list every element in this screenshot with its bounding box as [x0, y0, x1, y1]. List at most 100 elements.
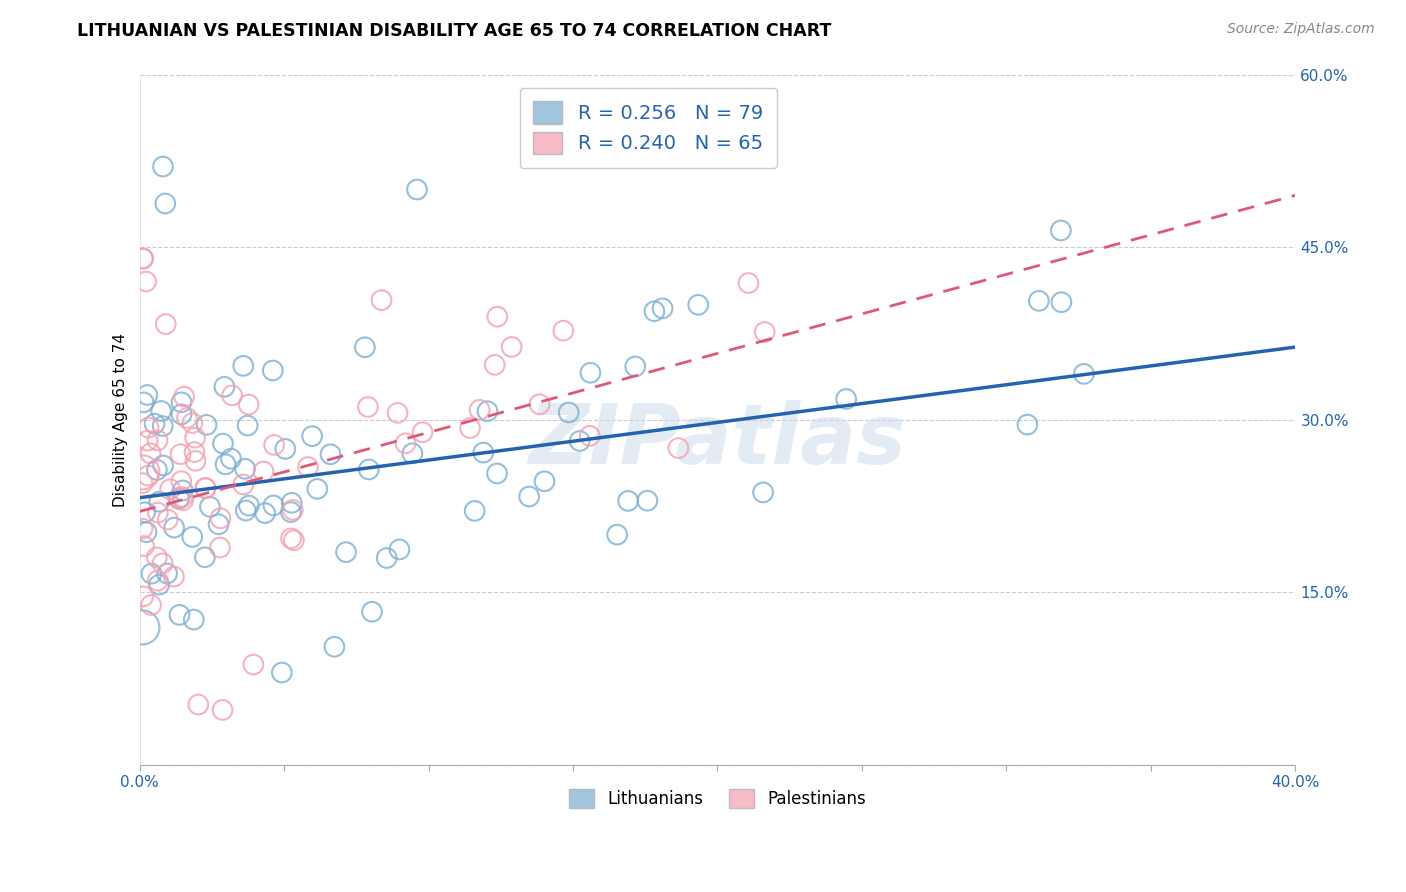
Point	[361, 605, 384, 619]
Point	[472, 445, 495, 459]
Point	[737, 276, 759, 290]
Point	[170, 407, 193, 421]
Point	[156, 566, 179, 581]
Point	[401, 446, 423, 460]
Point	[131, 476, 153, 491]
Point	[406, 182, 429, 196]
Point	[297, 460, 319, 475]
Point	[146, 434, 169, 448]
Point	[517, 490, 540, 504]
Point	[458, 421, 481, 435]
Point	[135, 275, 157, 289]
Point	[198, 500, 221, 514]
Point	[181, 530, 204, 544]
Point	[1073, 367, 1095, 381]
Point	[370, 293, 392, 307]
Point	[148, 577, 170, 591]
Point	[159, 482, 181, 496]
Point	[412, 425, 434, 440]
Point	[146, 574, 169, 588]
Point	[252, 465, 274, 479]
Point	[624, 359, 647, 374]
Point	[172, 483, 194, 498]
Point	[394, 436, 416, 450]
Point	[236, 418, 259, 433]
Point	[131, 466, 153, 480]
Point	[139, 598, 162, 612]
Point	[232, 359, 254, 373]
Point	[184, 454, 207, 468]
Point	[643, 304, 665, 318]
Point	[501, 340, 523, 354]
Point	[138, 420, 160, 434]
Point	[387, 406, 409, 420]
Point	[485, 467, 508, 481]
Point	[666, 441, 689, 455]
Point	[233, 462, 256, 476]
Point	[169, 607, 191, 622]
Point	[579, 366, 602, 380]
Point	[194, 481, 217, 495]
Y-axis label: Disability Age 65 to 74: Disability Age 65 to 74	[114, 333, 128, 507]
Point	[281, 503, 304, 517]
Point	[235, 503, 257, 517]
Point	[262, 499, 284, 513]
Point	[274, 442, 297, 456]
Point	[280, 505, 302, 519]
Point	[212, 436, 235, 450]
Point	[208, 541, 231, 555]
Point	[132, 395, 155, 409]
Point	[232, 477, 254, 491]
Point	[150, 404, 173, 418]
Point	[131, 620, 153, 634]
Point	[301, 429, 323, 443]
Point	[167, 492, 190, 507]
Legend: Lithuanians, Palestinians: Lithuanians, Palestinians	[562, 782, 872, 814]
Point	[172, 493, 194, 508]
Point	[155, 317, 177, 331]
Point	[152, 458, 174, 473]
Point	[388, 542, 411, 557]
Point	[141, 566, 163, 581]
Point	[152, 557, 174, 571]
Point	[172, 490, 194, 504]
Point	[148, 494, 170, 508]
Point	[195, 417, 218, 432]
Point	[132, 539, 155, 553]
Text: Source: ZipAtlas.com: Source: ZipAtlas.com	[1227, 22, 1375, 37]
Point	[357, 462, 380, 476]
Point	[221, 388, 243, 402]
Point	[152, 419, 174, 434]
Point	[553, 324, 575, 338]
Point	[219, 451, 242, 466]
Point	[211, 703, 233, 717]
Point	[754, 325, 776, 339]
Point	[207, 517, 229, 532]
Point	[752, 485, 775, 500]
Point	[181, 416, 204, 430]
Point	[254, 506, 277, 520]
Point	[152, 160, 174, 174]
Point	[319, 447, 342, 461]
Point	[606, 527, 628, 541]
Point	[143, 417, 166, 431]
Point	[335, 545, 357, 559]
Point	[323, 640, 346, 654]
Text: ZIPatlas: ZIPatlas	[529, 400, 907, 481]
Point	[146, 463, 169, 477]
Point	[170, 474, 193, 488]
Point	[176, 411, 198, 425]
Point	[375, 551, 398, 566]
Point	[307, 482, 329, 496]
Point	[636, 493, 658, 508]
Point	[354, 340, 377, 354]
Point	[146, 506, 169, 520]
Point	[146, 550, 169, 565]
Point	[209, 511, 232, 525]
Point	[835, 392, 858, 406]
Point	[280, 496, 302, 510]
Point	[464, 504, 486, 518]
Point	[280, 532, 302, 546]
Point	[1028, 293, 1050, 308]
Point	[578, 429, 600, 443]
